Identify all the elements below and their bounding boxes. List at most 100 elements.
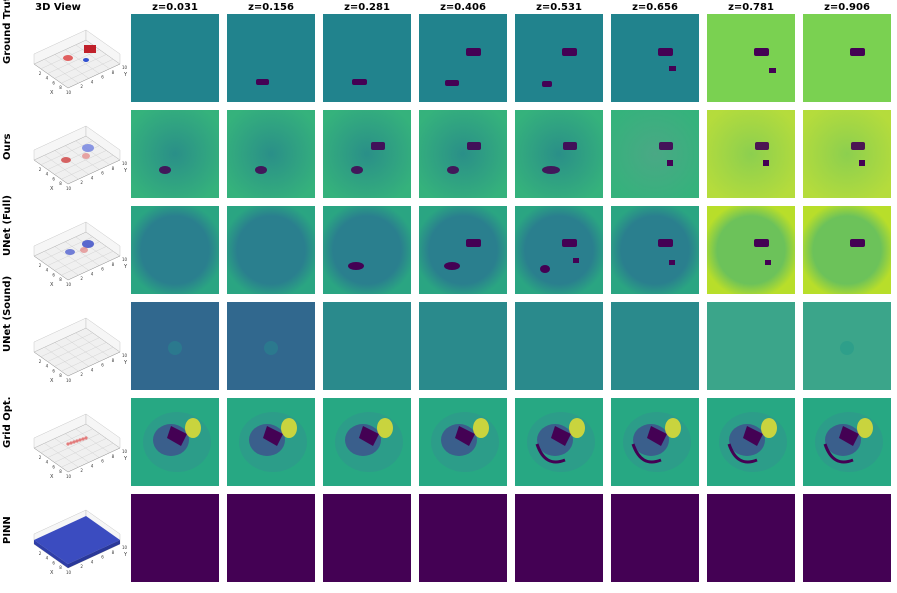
slice-tile-r4-c5 [611, 398, 699, 486]
slice-cell-r2-c0 [131, 206, 219, 294]
view3d-row-1: X Y 2 4 6 8 10 2 4 6 8 10 [28, 120, 128, 202]
slice-tile-r1-c5 [611, 110, 699, 198]
slice-tile-r1-c0 [131, 110, 219, 198]
slice-tile-r1-c1 [227, 110, 315, 198]
row-label-1: Ours [2, 132, 13, 160]
axis-x-label: X [50, 186, 54, 192]
slice-tile-r2-c2 [323, 206, 411, 294]
x-tick-2: 4 [46, 460, 49, 465]
slice-tile-r3-c1 [227, 302, 315, 390]
y-tick-4: 8 [112, 262, 115, 267]
axis-y-label: Y [123, 456, 128, 462]
slice-cell-r4-c7 [803, 398, 891, 486]
axis-y-label: Y [123, 168, 128, 174]
slice-title-7: z=0.906 [824, 2, 870, 13]
x-tick-4: 8 [59, 469, 62, 474]
y-tick-3: 6 [101, 171, 104, 176]
x-tick-4: 8 [59, 565, 62, 570]
y-tick-3: 6 [101, 555, 104, 560]
slice-tile-r5-c3 [419, 494, 507, 582]
view3d-row-3: X Y 2 4 6 8 10 2 4 6 8 10 [28, 312, 128, 394]
slice-tile-r2-c0 [131, 206, 219, 294]
slice-cell-r0-c7 [803, 14, 891, 102]
axis-x-label: X [50, 474, 54, 480]
x-tick-1: 2 [39, 551, 42, 556]
slice-cell-r3-c0 [131, 302, 219, 390]
slice-cell-r5-c5 [611, 494, 699, 582]
slice-cell-r5-c4 [515, 494, 603, 582]
x-tick-1: 2 [39, 359, 42, 364]
x-tick-5: 10 [66, 282, 72, 287]
slice-cell-r2-c4 [515, 206, 603, 294]
slice-cell-r2-c7 [803, 206, 891, 294]
slice-cell-r4-c2 [323, 398, 411, 486]
slice-tile-r2-c7 [803, 206, 891, 294]
slice-tile-r5-c4 [515, 494, 603, 582]
slice-cell-r0-c3 [419, 14, 507, 102]
slice-tile-r4-c7 [803, 398, 891, 486]
slice-cell-r3-c1 [227, 302, 315, 390]
x-tick-5: 10 [66, 474, 72, 479]
axis-y-label: Y [123, 264, 128, 270]
slice-cell-r0-c2 [323, 14, 411, 102]
slice-cell-r2-c3 [419, 206, 507, 294]
slice-tile-r0-c3 [419, 14, 507, 102]
x-tick-4: 8 [59, 373, 62, 378]
x-tick-4: 8 [59, 277, 62, 282]
x-tick-2: 4 [46, 172, 49, 177]
row-label-3: UNet (Sound) [2, 275, 13, 352]
slice-tile-r5-c6 [707, 494, 795, 582]
x-tick-3: 6 [52, 368, 55, 373]
slice-cell-r3-c4 [515, 302, 603, 390]
y-tick-1: 2 [80, 564, 83, 569]
slice-tile-r2-c3 [419, 206, 507, 294]
y-tick-5: 10 [122, 65, 128, 70]
x-tick-2: 4 [46, 76, 49, 81]
slice-tile-r5-c2 [323, 494, 411, 582]
axis-x-label: X [50, 282, 54, 288]
y-tick-4: 8 [112, 550, 115, 555]
slice-tile-r3-c0 [131, 302, 219, 390]
y-tick-3: 6 [101, 459, 104, 464]
axis-y-label: Y [123, 360, 128, 366]
x-tick-2: 4 [46, 268, 49, 273]
slice-title-3: z=0.406 [440, 2, 486, 13]
slice-title-4: z=0.531 [536, 2, 582, 13]
slice-tile-r5-c0 [131, 494, 219, 582]
row-label-5: PINN [2, 515, 13, 544]
x-tick-2: 4 [46, 364, 49, 369]
y-tick-5: 10 [122, 449, 128, 454]
x-tick-3: 6 [52, 272, 55, 277]
x-tick-1: 2 [39, 263, 42, 268]
slice-tile-r2-c4 [515, 206, 603, 294]
slice-cell-r2-c1 [227, 206, 315, 294]
slice-tile-r2-c6 [707, 206, 795, 294]
slice-title-6: z=0.781 [728, 2, 774, 13]
slice-cell-r4-c6 [707, 398, 795, 486]
y-tick-3: 6 [101, 75, 104, 80]
view3d-row-0: X Y 2 4 6 8 10 2 4 6 8 10 [28, 24, 128, 106]
slice-cell-r1-c3 [419, 110, 507, 198]
view3d-row-5: X Y 2 4 6 8 10 2 4 6 8 10 [28, 504, 128, 586]
slice-cell-r2-c5 [611, 206, 699, 294]
slice-cell-r5-c2 [323, 494, 411, 582]
x-tick-1: 2 [39, 71, 42, 76]
slice-tile-r1-c6 [707, 110, 795, 198]
slice-tile-r5-c7 [803, 494, 891, 582]
slice-tile-r5-c5 [611, 494, 699, 582]
slice-cell-r5-c6 [707, 494, 795, 582]
slice-tile-r3-c4 [515, 302, 603, 390]
y-tick-3: 6 [101, 363, 104, 368]
slice-cell-r2-c2 [323, 206, 411, 294]
slice-cell-r0-c5 [611, 14, 699, 102]
slice-cell-r1-c4 [515, 110, 603, 198]
slice-title-0: z=0.031 [152, 2, 198, 13]
x-tick-4: 8 [59, 181, 62, 186]
slice-tile-r3-c3 [419, 302, 507, 390]
x-tick-3: 6 [52, 464, 55, 469]
slice-cell-r3-c3 [419, 302, 507, 390]
y-tick-4: 8 [112, 70, 115, 75]
slice-cell-r3-c2 [323, 302, 411, 390]
slice-tile-r1-c4 [515, 110, 603, 198]
slice-cell-r1-c0 [131, 110, 219, 198]
